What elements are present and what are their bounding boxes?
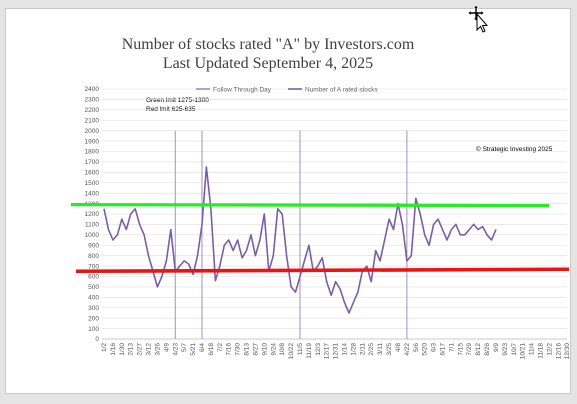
x-tick-label: 4/22 <box>404 343 411 356</box>
x-tick-label: 8/26 <box>484 343 491 356</box>
x-tick-label: 12/30 <box>564 343 571 360</box>
x-tick-label: 9/24 <box>270 343 277 356</box>
x-tick-label: 1/14 <box>342 343 349 356</box>
x-tick-label: 1/28 <box>350 343 357 356</box>
chart-subtitle: Last Updated September 4, 2025 <box>163 55 373 72</box>
x-tick-label: 7/15 <box>457 343 464 356</box>
green-limit-note: Green lmit 1275-1300 <box>146 97 209 104</box>
x-tick-label: 3/26 <box>154 343 161 356</box>
y-tick-label: 800 <box>88 253 99 260</box>
x-tick-label: 5/7 <box>181 343 188 352</box>
x-tick-label: 6/4 <box>199 343 206 352</box>
chart-title: Number of stocks rated "A" by Investors.… <box>122 36 415 53</box>
chart-grid <box>102 88 567 340</box>
x-tick-label: 6/17 <box>440 343 447 356</box>
x-tick-label: 8/13 <box>244 343 251 356</box>
y-tick-label: 2000 <box>85 128 100 135</box>
x-tick-label: 9/23 <box>502 343 509 356</box>
line-chart: Number of stocks rated "A" by Investors.… <box>70 36 571 360</box>
x-tick-label: 10/21 <box>520 343 527 360</box>
y-tick-label: 2200 <box>85 107 100 114</box>
x-axis: 1/2 1/16 1/30 2/13 2/27 3/12 3/26 4/9 4/23 5/7 5/2… <box>101 343 571 360</box>
x-tick-label: 10/8 <box>279 343 286 356</box>
y-tick-label: 200 <box>88 315 99 322</box>
y-tick-label: 700 <box>88 263 99 270</box>
x-tick-label: 7/16 <box>226 343 233 356</box>
x-tick-label: 11/4 <box>529 343 536 356</box>
y-tick-label: 2100 <box>85 117 100 124</box>
y-tick-label: 600 <box>88 274 99 281</box>
red-limit-line <box>75 267 570 274</box>
y-tick-label: 500 <box>88 284 99 291</box>
x-tick-label: 3/12 <box>146 343 153 356</box>
x-tick-label: 1/2 <box>101 343 108 352</box>
x-tick-label: 8/12 <box>475 343 482 356</box>
y-tick-label: 1600 <box>85 170 100 177</box>
x-tick-label: 2/25 <box>368 343 375 356</box>
y-tick-label: 300 <box>88 305 99 312</box>
x-tick-label: 4/23 <box>172 343 179 356</box>
x-tick-label: 4/9 <box>163 343 170 352</box>
y-tick-label: 400 <box>88 295 99 302</box>
x-tick-label: 9/10 <box>261 343 268 356</box>
y-axis: 0 100 200 300 400 500 600 700 800 900 1000 1100 1200… <box>85 86 100 343</box>
y-tick-label: 1800 <box>85 149 100 156</box>
x-tick-label: 6/3 <box>431 343 438 352</box>
follow-through-lines <box>174 130 408 339</box>
x-tick-label: 2/13 <box>128 343 135 356</box>
y-tick-label: 1000 <box>85 232 100 239</box>
y-tick-label: 1500 <box>85 180 100 187</box>
x-tick-label: 3/11 <box>377 343 384 356</box>
copyright-note: © Strategic Investing 2025 <box>476 145 553 153</box>
y-tick-label: 100 <box>88 326 99 333</box>
x-tick-label: 2/27 <box>137 343 144 356</box>
x-tick-label: 5/20 <box>422 343 429 356</box>
x-tick-label: 7/1 <box>448 343 455 352</box>
x-tick-label: 8/27 <box>252 343 259 356</box>
x-tick-label: 12/31 <box>333 343 340 360</box>
legend-follow-through-label: Follow Through Day <box>213 87 272 94</box>
x-tick-label: 6/18 <box>208 343 215 356</box>
x-tick-label: 10/22 <box>288 343 295 360</box>
y-tick-label: 1900 <box>85 138 100 145</box>
y-tick-label: 1400 <box>85 190 100 197</box>
x-tick-label: 7/29 <box>466 343 473 356</box>
series-line-a-rated-stocks <box>103 166 497 314</box>
reference-lines <box>70 203 570 274</box>
chart-frame: Number of stocks rated "A" by Investors.… <box>5 8 571 394</box>
x-tick-label: 11/5 <box>297 343 304 356</box>
x-tick-label: 12/16 <box>555 343 562 360</box>
legend-series-label: Number of A rated stocks <box>305 87 378 94</box>
x-tick-label: 3/25 <box>386 343 393 356</box>
y-tick-label: 900 <box>88 242 99 249</box>
x-tick-label: 9/9 <box>493 343 500 352</box>
y-tick-label: 2300 <box>85 97 100 104</box>
y-tick-label: 1100 <box>85 222 99 229</box>
chart-legend: Follow Through Day Number of A rated sto… <box>196 87 378 94</box>
x-tick-label: 12/2 <box>546 343 553 356</box>
x-tick-label: 7/30 <box>235 343 242 356</box>
green-limit-line <box>70 203 550 208</box>
x-tick-label: 11/19 <box>306 343 313 359</box>
x-tick-label: 1/30 <box>119 343 126 356</box>
y-tick-label: 0 <box>95 336 99 343</box>
x-tick-label: 4/8 <box>395 343 402 352</box>
x-tick-label: 11/18 <box>537 343 544 359</box>
x-tick-label: 7/2 <box>217 343 224 352</box>
x-tick-label: 2/11 <box>359 343 366 356</box>
x-tick-label: 1/16 <box>110 343 117 356</box>
series-group <box>103 166 497 314</box>
x-tick-label: 12/3 <box>315 343 322 356</box>
y-tick-label: 1700 <box>85 159 100 166</box>
x-tick-label: 12/17 <box>324 343 331 360</box>
x-tick-label: 5/6 <box>413 343 420 352</box>
y-tick-label: 2400 <box>85 86 100 93</box>
y-tick-label: 1200 <box>85 211 100 218</box>
red-limit-note: Red lmit 625-635 <box>146 106 196 113</box>
x-tick-label: 5/21 <box>190 343 197 356</box>
move-cursor-icon <box>467 4 489 33</box>
x-tick-label: 10/7 <box>511 343 518 356</box>
